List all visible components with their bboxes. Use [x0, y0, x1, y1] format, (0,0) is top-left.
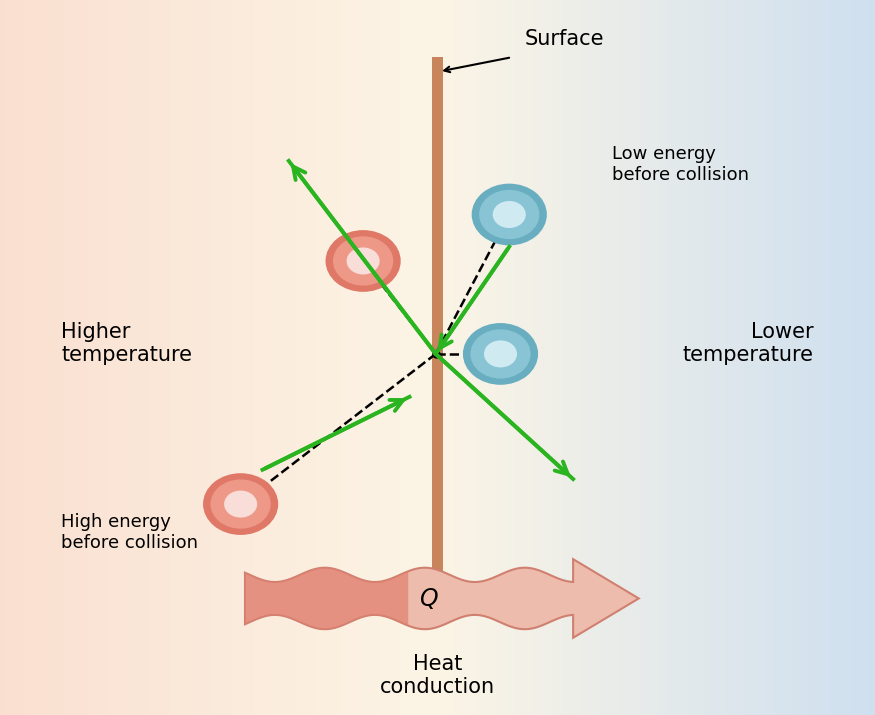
Circle shape [473, 184, 546, 245]
Circle shape [326, 231, 400, 291]
Circle shape [333, 237, 393, 285]
Circle shape [471, 330, 530, 378]
Polygon shape [245, 559, 639, 638]
Circle shape [484, 340, 517, 368]
Text: Low energy
before collision: Low energy before collision [612, 145, 750, 184]
Circle shape [211, 480, 270, 528]
Text: High energy
before collision: High energy before collision [61, 513, 199, 552]
Circle shape [493, 201, 526, 228]
Text: Surface: Surface [525, 29, 605, 49]
Text: $Q$: $Q$ [419, 586, 438, 611]
Bar [432, 57, 443, 615]
Circle shape [464, 324, 537, 384]
Circle shape [346, 247, 380, 275]
Circle shape [224, 490, 257, 518]
Polygon shape [245, 568, 409, 629]
Circle shape [480, 190, 539, 239]
Text: Heat
conduction: Heat conduction [380, 654, 495, 697]
Circle shape [204, 474, 277, 534]
Text: Lower
temperature: Lower temperature [682, 322, 814, 365]
Text: Higher
temperature: Higher temperature [61, 322, 192, 365]
